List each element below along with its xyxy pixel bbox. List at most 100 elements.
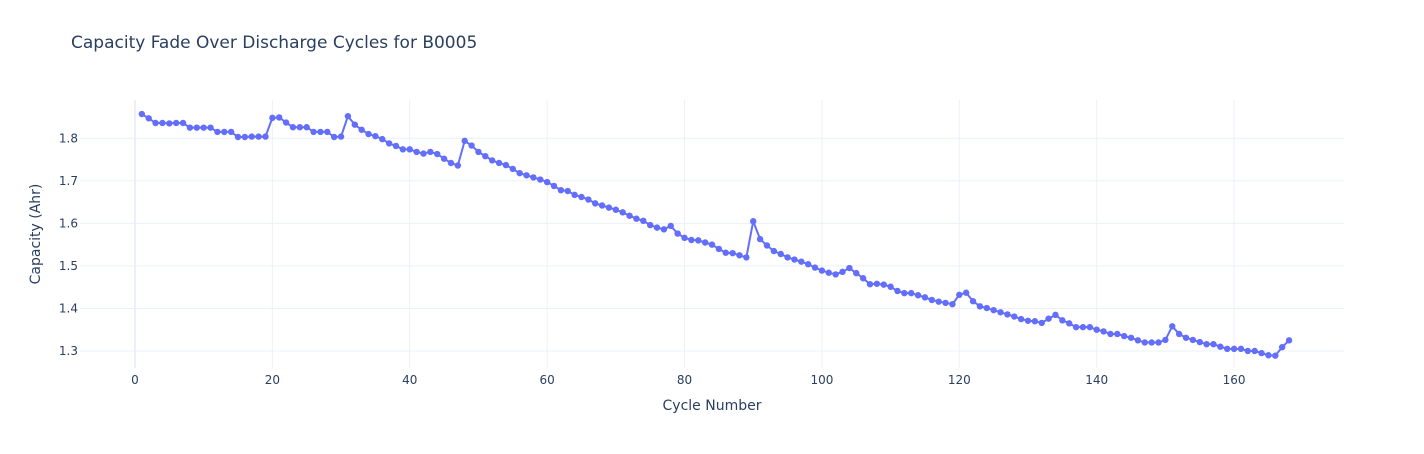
data-point (866, 280, 874, 288)
data-point (695, 237, 702, 244)
data-point (1127, 334, 1135, 341)
data-point (722, 249, 729, 256)
data-point (317, 128, 324, 136)
data-point (159, 119, 166, 127)
data-point (846, 264, 853, 272)
data-point (372, 132, 379, 140)
data-point (983, 304, 990, 312)
data-point (186, 124, 194, 131)
x-tick-label: 80 (677, 373, 692, 387)
data-point (475, 148, 482, 156)
data-point (152, 119, 159, 127)
data-point (344, 112, 352, 120)
data-point (962, 289, 970, 296)
data-point (330, 133, 338, 141)
data-point (516, 169, 523, 177)
data-point (1107, 330, 1114, 338)
data-point (564, 187, 571, 195)
data-point (743, 254, 750, 261)
data-point (1120, 332, 1128, 340)
data-point (832, 271, 839, 278)
data-point (818, 267, 826, 274)
data-point (145, 115, 152, 122)
data-point (1169, 323, 1176, 330)
data-point (420, 150, 427, 157)
x-axis-title: Cycle Number (663, 398, 762, 414)
x-tick-label: 120 (948, 373, 971, 387)
data-point (255, 133, 262, 140)
data-point (935, 298, 942, 305)
data-point (358, 126, 365, 133)
data-point (598, 202, 606, 209)
data-point (646, 221, 654, 229)
data-point (379, 135, 386, 143)
data-point (1162, 336, 1169, 344)
data-point (351, 121, 358, 128)
y-axis-title: Capacity (Ahr) (28, 184, 44, 285)
data-point (440, 155, 448, 162)
data-point (626, 212, 633, 219)
x-tick-label: 140 (1085, 373, 1108, 387)
data-point (468, 142, 475, 149)
data-point (887, 283, 894, 290)
data-point (901, 289, 908, 297)
data-point (667, 222, 674, 230)
data-point (214, 128, 221, 136)
data-point (482, 152, 489, 160)
data-point (756, 235, 764, 243)
data-point (454, 162, 462, 169)
data-point (729, 249, 736, 257)
data-point (385, 140, 393, 147)
data-point (1059, 317, 1066, 324)
data-point (1175, 330, 1183, 338)
data-point (262, 133, 269, 140)
data-point (1203, 340, 1210, 348)
data-point (1024, 317, 1032, 324)
data-point (921, 294, 929, 301)
data-point (605, 204, 613, 211)
y-tick-label: 1.6 (59, 216, 78, 230)
data-point (234, 133, 242, 141)
data-point (1114, 330, 1121, 338)
data-point (839, 268, 846, 276)
data-point (873, 280, 881, 287)
data-point (777, 250, 784, 258)
data-point (1134, 337, 1142, 344)
data-point (447, 159, 455, 167)
x-tick-label: 60 (539, 373, 554, 387)
data-point (908, 289, 915, 297)
x-tick-label: 0 (131, 373, 139, 387)
data-point (811, 264, 819, 271)
data-point (770, 247, 778, 255)
data-point (1210, 340, 1217, 348)
data-point (172, 119, 180, 127)
data-point (193, 124, 200, 131)
data-point (1141, 339, 1148, 346)
data-point (427, 148, 434, 156)
data-point (461, 137, 468, 145)
data-point (557, 186, 565, 194)
data-point (138, 110, 146, 118)
data-point (701, 239, 709, 246)
data-point (324, 128, 331, 136)
data-point (1148, 339, 1155, 346)
data-point (337, 133, 345, 140)
data-point (990, 306, 997, 314)
data-point (660, 226, 668, 233)
data-point (674, 230, 681, 237)
data-point (1155, 339, 1162, 346)
grid-layer (80, 100, 1344, 368)
x-tick-label: 20 (265, 373, 280, 387)
data-point (1045, 315, 1052, 322)
data-point (1182, 334, 1190, 341)
data-point (578, 193, 585, 201)
data-point (956, 291, 963, 299)
data-point (880, 281, 887, 288)
data-point (1004, 311, 1011, 318)
series-line (141, 113, 1290, 357)
data-point (1052, 311, 1059, 319)
data-point (1189, 336, 1197, 344)
data-point (976, 303, 984, 310)
data-point (681, 234, 688, 242)
